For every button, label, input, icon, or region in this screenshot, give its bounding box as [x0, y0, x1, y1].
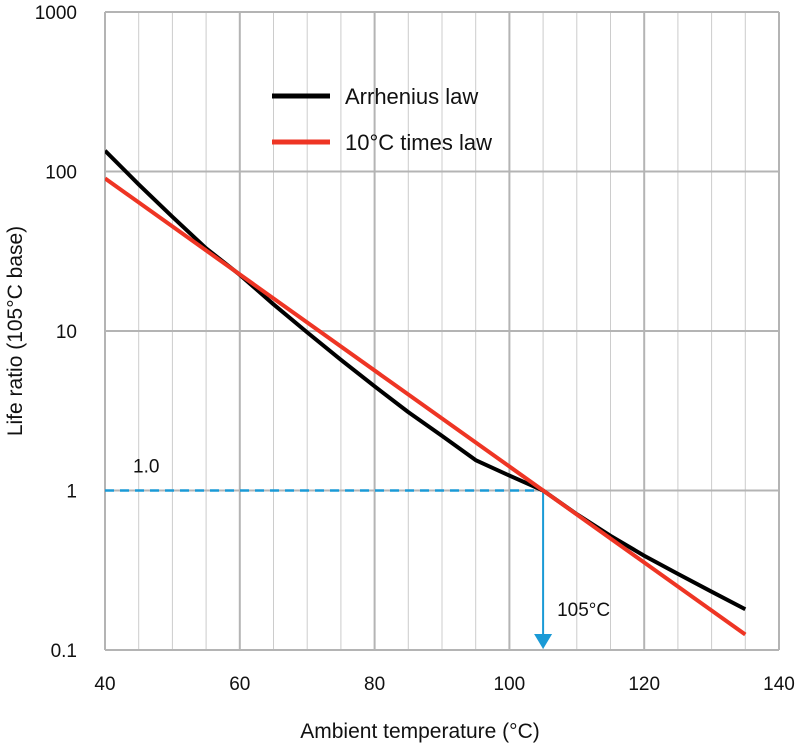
series-line-10c-times — [105, 176, 747, 637]
x-tick-label: 140 — [763, 674, 795, 695]
legend-label: 10°C times law — [345, 130, 492, 155]
x-tick-label: 120 — [628, 674, 660, 695]
reference-lines — [105, 489, 553, 649]
x-tick-label: 80 — [364, 674, 385, 695]
x-axis-label: Ambient temperature (°C) — [300, 720, 539, 743]
legend-label: Arrhenius law — [345, 84, 478, 109]
series-layer — [105, 149, 747, 637]
x-tick-label: 100 — [494, 674, 526, 695]
y-axis-label: Life ratio (105°C base) — [4, 226, 27, 436]
reference-arrowhead — [534, 634, 553, 649]
y-axis-ticks: 0.1 1 10 100 1000 — [35, 3, 77, 662]
x-axis-ticks: 40 60 80 100 120 140 — [94, 674, 794, 695]
y-tick-label: 1 — [66, 482, 77, 503]
y-tick-label: 0.1 — [51, 641, 77, 662]
y-tick-label: 100 — [45, 163, 77, 184]
major-gridlines — [104, 11, 780, 651]
y-tick-label: 10 — [56, 322, 77, 343]
annotation-105c: 105°C — [557, 600, 610, 621]
x-tick-label: 40 — [94, 674, 115, 695]
x-tick-label: 60 — [229, 674, 250, 695]
annotation-1-0: 1.0 — [133, 457, 159, 478]
annotations: 1.0 105°C — [133, 457, 610, 622]
legend: Arrhenius law 10°C times law — [272, 84, 492, 155]
y-tick-label: 1000 — [35, 3, 77, 24]
